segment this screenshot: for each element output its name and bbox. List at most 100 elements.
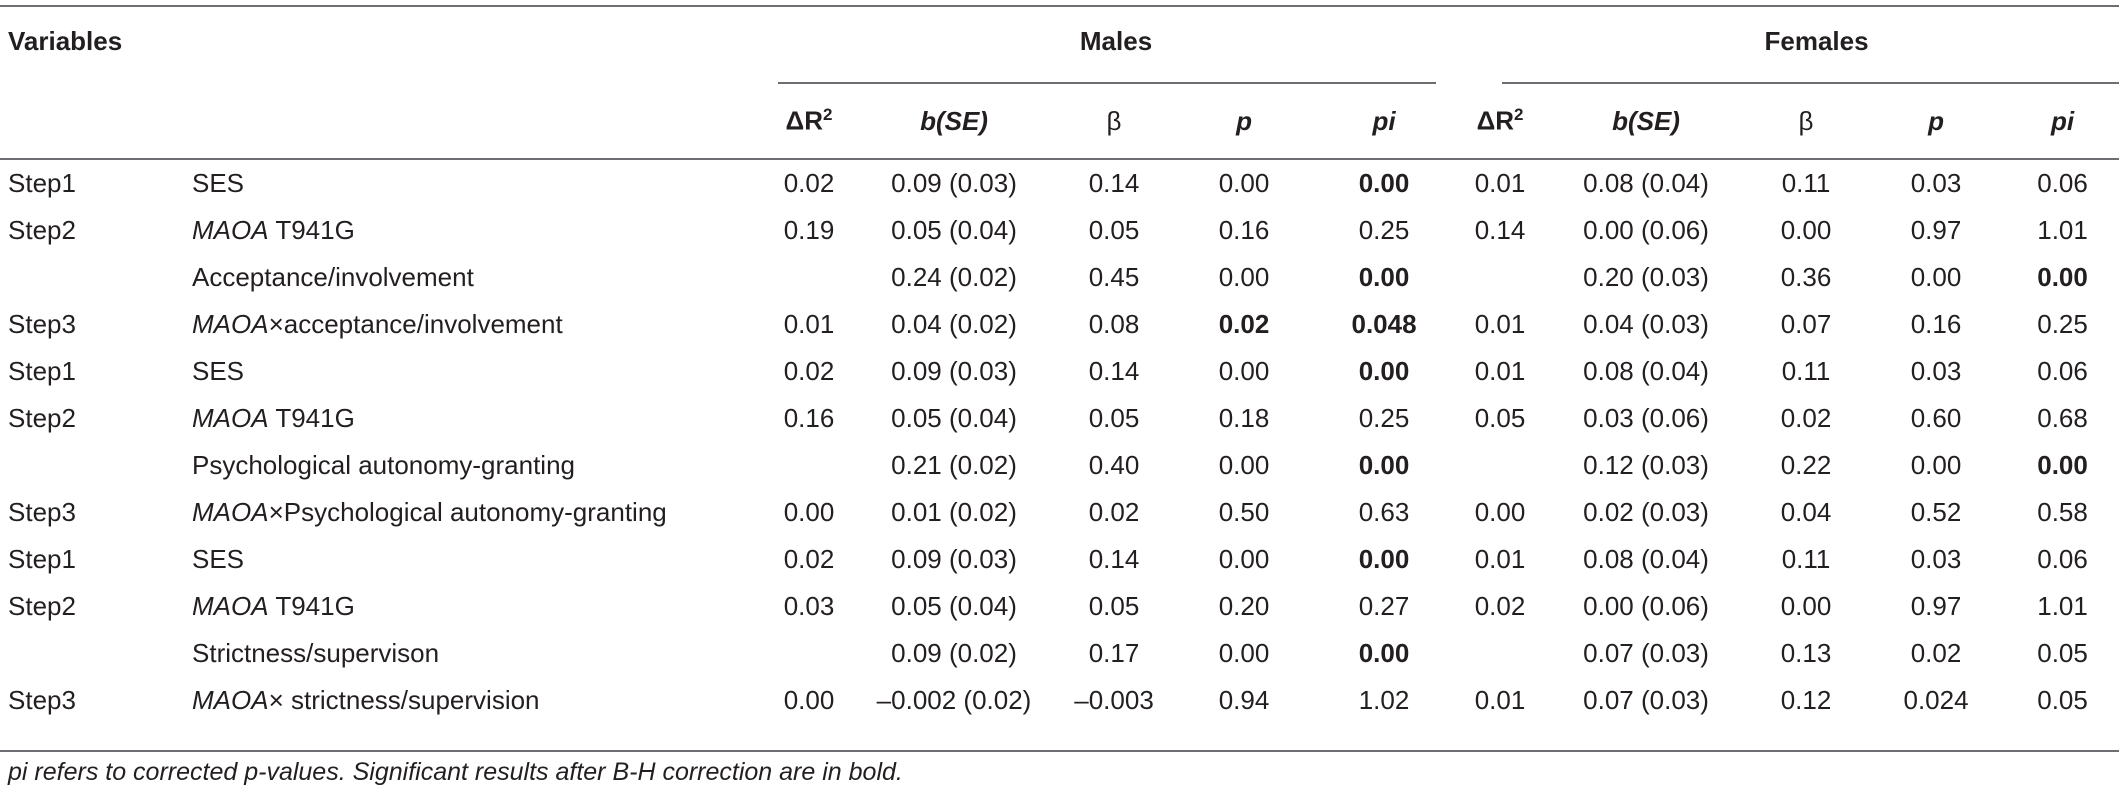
females-p-cell: 0.97 xyxy=(1910,215,1962,245)
males-beta-cell: 0.14 xyxy=(1088,168,1140,198)
regression-table: Variables Males Females ΔR2 b(SE) β p pi… xyxy=(0,0,2119,724)
males-p-cell: 0.02 xyxy=(1218,309,1270,339)
step-cell: Step3 xyxy=(8,685,76,715)
females-beta-cell: 0.02 xyxy=(1780,403,1832,433)
females-pi-cell: 0.00 xyxy=(2037,262,2088,292)
table-row: Step3 MAOA× strictness/supervision 0.00 –0.… xyxy=(0,677,2119,724)
males-b-se-cell: 0.09 (0.03) xyxy=(891,544,1017,574)
males-pi-cell: 0.048 xyxy=(1351,309,1417,339)
step-cell: Step1 xyxy=(8,544,76,574)
females-beta-cell: 0.11 xyxy=(1781,168,1831,198)
variable-cell: MAOA T941G xyxy=(192,583,764,630)
males-beta-cell: 0.14 xyxy=(1088,356,1140,386)
males-beta-cell: 0.14 xyxy=(1088,544,1140,574)
females-b-se-cell: 0.07 (0.03) xyxy=(1583,638,1709,668)
p-header: p xyxy=(1928,105,1944,136)
males-pi-cell: 0.00 xyxy=(1358,262,1410,292)
beta-header: β xyxy=(1798,105,1814,136)
males-delta-r2-cell: 0.00 xyxy=(783,497,835,527)
males-p-cell: 0.00 xyxy=(1218,450,1270,480)
variable-label: SES xyxy=(192,356,245,386)
step-cell: Step2 xyxy=(8,591,76,621)
table-row: Step2 MAOA T941G 0.16 0.05 (0.04) 0.05 0.18 0.… xyxy=(0,395,2119,442)
males-p-cell: 0.20 xyxy=(1218,591,1270,621)
variable-label: × strictness/supervision xyxy=(268,685,540,715)
males-b-se-cell: 0.09 (0.03) xyxy=(891,168,1017,198)
males-beta-cell: 0.45 xyxy=(1088,262,1140,292)
step-cell: Step2 xyxy=(8,215,76,245)
males-b-se-cell: –0.002 (0.02) xyxy=(876,685,1032,715)
females-delta-r2-cell xyxy=(1454,630,1546,677)
females-delta-r2-cell: 0.01 xyxy=(1474,544,1526,574)
gene-name: MAOA xyxy=(192,215,269,245)
b-se-header: b(SE) xyxy=(1612,105,1680,136)
females-pi-cell: 0.05 xyxy=(2037,638,2088,668)
column-header-row: ΔR2 b(SE) β p pi ΔR2 b(SE) β p pi xyxy=(0,82,2119,160)
b-se-header: b(SE) xyxy=(920,105,988,136)
females-p-cell: 0.16 xyxy=(1910,309,1962,339)
females-b-se-cell: 0.00 (0.06) xyxy=(1583,215,1709,245)
variable-cell: Strictness/supervison xyxy=(192,630,764,677)
variable-cell: SES xyxy=(192,348,764,395)
males-delta-r2-cell xyxy=(764,254,854,301)
males-b-se-cell: 0.05 (0.04) xyxy=(891,591,1017,621)
males-pi-cell: 0.00 xyxy=(1358,356,1410,386)
step-cell xyxy=(0,630,192,677)
females-beta-cell: 0.11 xyxy=(1781,356,1831,386)
males-delta-r2-cell: 0.02 xyxy=(783,356,835,386)
variable-cell: MAOA× strictness/supervision xyxy=(192,677,764,724)
pi-header: pi xyxy=(1372,105,1396,136)
delta-r2-header: ΔR2 xyxy=(1476,105,1524,136)
step-cell xyxy=(0,254,192,301)
females-delta-r2-cell: 0.01 xyxy=(1474,309,1526,339)
males-delta-r2-cell: 0.16 xyxy=(783,403,835,433)
females-pi-cell: 0.68 xyxy=(2037,403,2088,433)
blank-header xyxy=(0,82,192,160)
variable-label: T941G xyxy=(268,591,355,621)
males-beta-cell: –0.003 xyxy=(1074,685,1154,715)
variable-cell: MAOA T941G xyxy=(192,395,764,442)
variable-cell: MAOA×acceptance/involvement xyxy=(192,301,764,348)
males-delta-r2-cell: 0.02 xyxy=(783,168,835,198)
variable-label: Psychological autonomy-granting xyxy=(192,450,575,480)
variable-label: Acceptance/involvement xyxy=(192,262,474,292)
females-b-se-cell: 0.03 (0.06) xyxy=(1583,403,1709,433)
variable-cell: MAOA×Psychological autonomy-granting xyxy=(192,489,764,536)
males-pi-cell: 0.25 xyxy=(1358,403,1410,433)
females-pi-cell: 0.58 xyxy=(2037,497,2088,527)
females-pi-cell: 0.25 xyxy=(2037,309,2088,339)
table-row: Acceptance/involvement 0.24 (0.02) 0.45 0.0… xyxy=(0,254,2119,301)
females-beta-cell: 0.04 xyxy=(1780,497,1832,527)
females-delta-r2-cell: 0.01 xyxy=(1474,685,1526,715)
males-header: Males xyxy=(1079,25,1153,56)
table-row: Step1 SES 0.02 0.09 (0.03) 0.14 0.00 0.00 0.01 0… xyxy=(0,160,2119,207)
females-beta-cell: 0.22 xyxy=(1780,450,1832,480)
variable-label: Strictness/supervison xyxy=(192,638,440,668)
males-pi-cell: 0.63 xyxy=(1358,497,1410,527)
variable-cell: SES xyxy=(192,160,764,207)
females-delta-r2-cell xyxy=(1454,254,1546,301)
females-beta-cell: 0.07 xyxy=(1780,309,1832,339)
males-b-se-cell: 0.09 (0.02) xyxy=(891,638,1017,668)
males-p-cell: 0.00 xyxy=(1218,638,1270,668)
variable-label: SES xyxy=(192,168,245,198)
females-delta-r2-cell xyxy=(1454,442,1546,489)
males-pi-cell: 0.00 xyxy=(1358,638,1410,668)
males-b-se-cell: 0.04 (0.02) xyxy=(891,309,1017,339)
males-beta-cell: 0.02 xyxy=(1088,497,1140,527)
group-header-row: Variables Males Females xyxy=(0,0,2119,82)
table-row: Step1 SES 0.02 0.09 (0.03) 0.14 0.00 0.00 0.01 0… xyxy=(0,536,2119,583)
table-row: Step2 MAOA T941G 0.03 0.05 (0.04) 0.05 0.20 0.… xyxy=(0,583,2119,630)
males-delta-r2-cell xyxy=(764,442,854,489)
table-row: Step2 MAOA T941G 0.19 0.05 (0.04) 0.05 0.16 0.… xyxy=(0,207,2119,254)
step-cell xyxy=(0,442,192,489)
table-row: Step1 SES 0.02 0.09 (0.03) 0.14 0.00 0.00 0.01 0… xyxy=(0,348,2119,395)
table-row: Strictness/supervison 0.09 (0.02) 0.17 0.00… xyxy=(0,630,2119,677)
females-beta-cell: 0.12 xyxy=(1780,685,1832,715)
females-b-se-cell: 0.04 (0.03) xyxy=(1583,309,1709,339)
females-p-cell: 0.60 xyxy=(1910,403,1962,433)
step-cell: Step1 xyxy=(8,168,76,198)
males-b-se-cell: 0.24 (0.02) xyxy=(891,262,1017,292)
males-beta-cell: 0.05 xyxy=(1088,403,1140,433)
